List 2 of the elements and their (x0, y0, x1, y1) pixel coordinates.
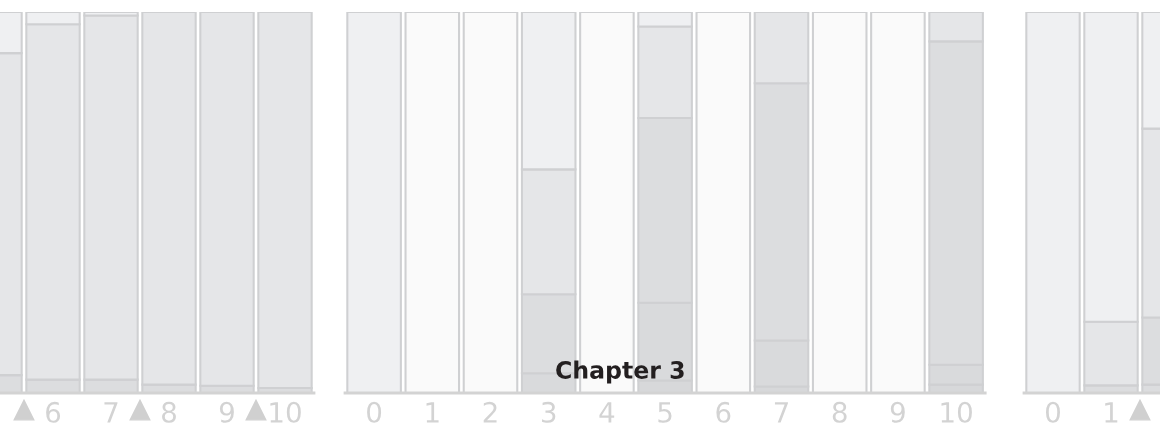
text: Chapter 3 (556, 360, 684, 384)
bar (257, 12, 313, 390)
